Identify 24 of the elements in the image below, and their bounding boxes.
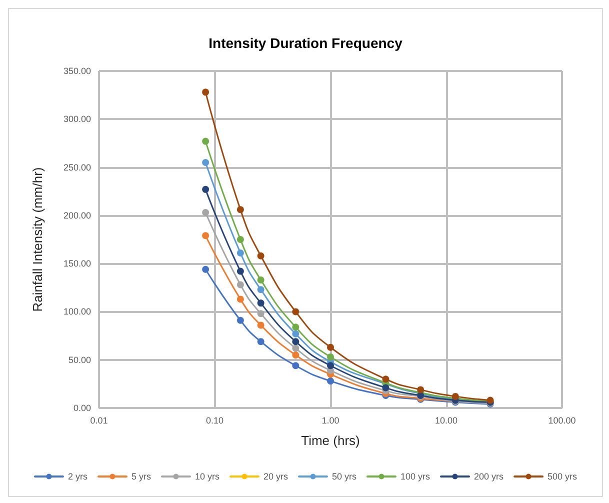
x-tick-label: 10.00 <box>434 416 458 426</box>
legend-label: 500 yrs <box>548 472 578 482</box>
legend-label: 50 yrs <box>332 472 357 482</box>
y-axis-title: Rainfall Intensity (mm/hr) <box>30 167 45 312</box>
legend-label: 100 yrs <box>400 472 431 482</box>
x-axis-title: Time (hrs) <box>301 433 360 448</box>
y-tick-label: 300.00 <box>63 114 91 124</box>
legend-label: 200 yrs <box>474 472 504 482</box>
legend-label: 20 yrs <box>263 472 288 482</box>
y-tick-label: 150.00 <box>63 258 91 269</box>
y-tick-label: 0.00 <box>73 403 91 413</box>
chart-title: Intensity Duration Frequency <box>208 35 403 51</box>
y-tick-label: 350.00 <box>63 66 91 76</box>
x-tick-label: 1.00 <box>322 416 340 426</box>
x-tick-label: 0.10 <box>206 416 224 426</box>
legend-label: 2 yrs <box>68 472 88 482</box>
y-tick-label: 100.00 <box>63 306 91 317</box>
y-tick-label: 200.00 <box>63 210 91 220</box>
legend-label: 5 yrs <box>131 472 152 482</box>
legend-label: 10 yrs <box>194 472 220 482</box>
y-tick-label: 50.00 <box>68 354 91 365</box>
x-tick-label: 100.00 <box>548 416 576 426</box>
y-tick-label: 250.00 <box>63 162 91 172</box>
x-tick-label: 0.01 <box>90 416 108 426</box>
